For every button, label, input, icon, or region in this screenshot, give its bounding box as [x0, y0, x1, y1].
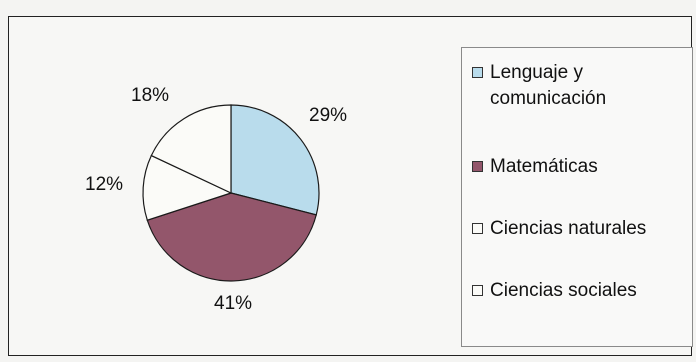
legend-label-matematicas: Matemáticas — [490, 156, 598, 177]
legend-item-ciencias-naturales: Ciencias naturales — [472, 216, 696, 242]
pie-slice-lenguaje — [230, 104, 320, 216]
legend-label-ciencias-sociales: Ciencias sociales — [490, 280, 637, 301]
legend-swatch-ciencias-sociales — [472, 285, 483, 296]
legend-item-ciencias-sociales: Ciencias sociales — [472, 278, 696, 304]
slice-label-ciencias-naturales: 12% — [85, 174, 124, 195]
slice-label-matematicas: 41% — [214, 293, 253, 314]
legend-swatch-ciencias-naturales — [472, 223, 483, 234]
chart-frame: 29% 41% 12% 18% Lenguaje y comunicación … — [8, 16, 693, 356]
pie-slice-ciencias-naturales — [142, 154, 233, 221]
pie-slice-matematicas — [146, 192, 317, 282]
pie-chart — [142, 104, 320, 282]
legend-swatch-lenguaje — [472, 67, 483, 78]
legend-label-lenguaje: Lenguaje y comunicación — [490, 62, 607, 109]
legend-swatch-matematicas — [472, 161, 483, 172]
legend-label-ciencias-naturales: Ciencias naturales — [490, 218, 647, 239]
chart-legend: Lenguaje y comunicación Matemáticas Cien… — [461, 47, 693, 347]
legend-item-lenguaje: Lenguaje y comunicación — [472, 60, 696, 112]
pie-slice-ciencias-sociales — [150, 104, 232, 194]
slice-label-lenguaje: 29% — [309, 105, 348, 126]
slice-label-ciencias-sociales: 18% — [131, 85, 170, 106]
legend-item-matematicas: Matemáticas — [472, 154, 696, 180]
